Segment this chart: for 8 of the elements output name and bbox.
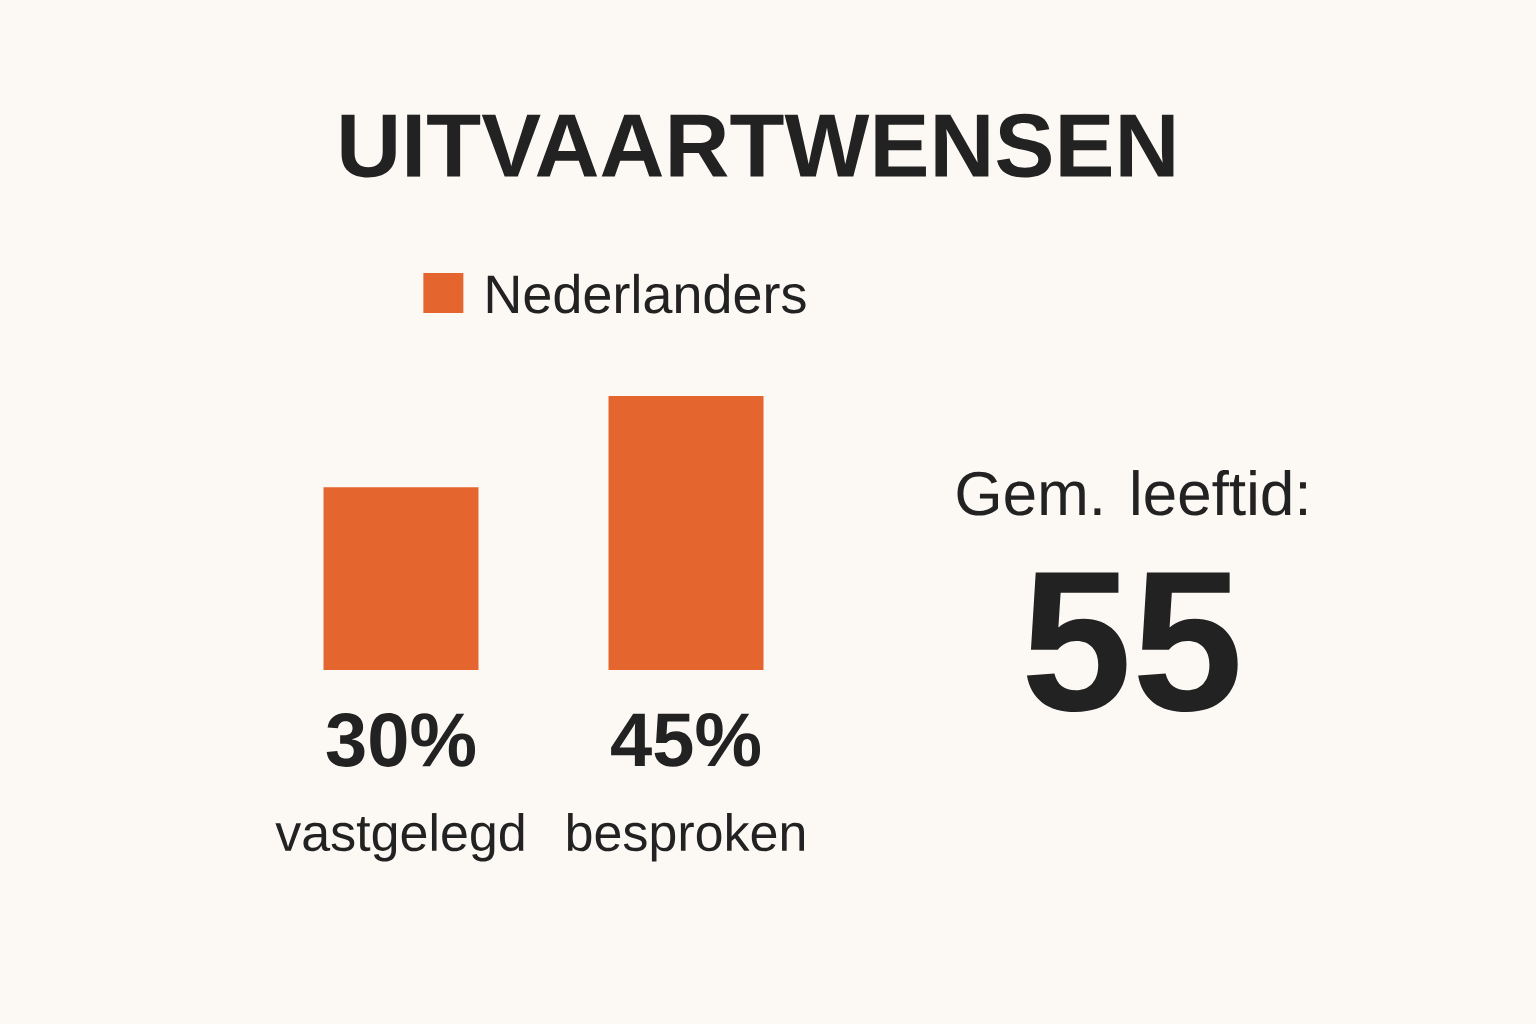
- x-tick-label: besproken: [567, 813, 804, 862]
- data-label: 30%: [326, 713, 476, 767]
- x-tick-label: vastgelegd: [275, 813, 524, 862]
- data-label: 45%: [611, 713, 761, 767]
- text: 55: [1026, 572, 1238, 712]
- text: Gem. leeftid:: [957, 470, 1306, 516]
- chart-title: UITVAARTWENSEN: [341, 113, 1174, 178]
- legend-label: Nederlanders: [487, 273, 806, 314]
